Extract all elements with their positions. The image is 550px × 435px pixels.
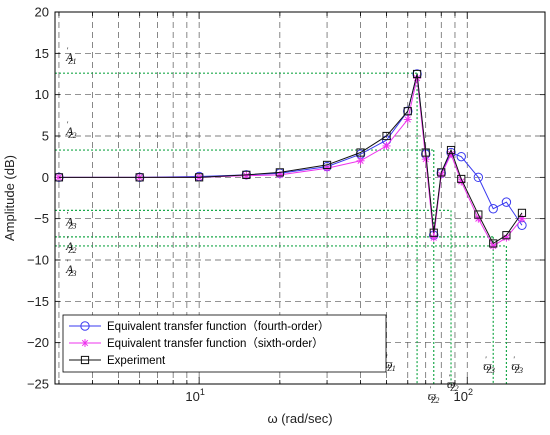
data-point <box>517 208 527 217</box>
y-tick-label: −25 <box>27 377 49 392</box>
series-line <box>58 73 523 245</box>
data-point <box>382 141 391 150</box>
annotation-prime: ' <box>449 373 451 382</box>
y-tick-label: −15 <box>27 294 49 309</box>
legend: Equivalent transfer function（fourth-orde… <box>62 314 387 373</box>
y-tick-label: 20 <box>35 5 49 20</box>
legend-box <box>62 314 387 373</box>
data-point <box>429 233 438 242</box>
annotation-subscript: Z2 <box>68 246 76 255</box>
plot-frame <box>54 11 546 385</box>
data-point <box>195 173 204 182</box>
series-line <box>58 78 523 247</box>
annotations: A'Z1A'Z2A'Z3A'Z2A'Z3ϖ'Z1ϖ'Z2ϖ'Z2ϖ'Z3 ϖ'Z3 <box>65 46 523 405</box>
data-point <box>473 172 484 183</box>
data-point <box>242 170 251 179</box>
data-point <box>382 131 391 141</box>
data-point <box>429 228 438 237</box>
x-annotation: ϖ'Z2 <box>428 385 440 405</box>
annotation-subscript: Z3 <box>68 269 76 278</box>
x-tick-exponent: 1 <box>200 387 205 397</box>
data-point <box>437 168 446 177</box>
annotation-prime: ' <box>66 46 68 55</box>
data-point <box>489 241 498 250</box>
data-point <box>474 210 483 219</box>
y-tick-label: −10 <box>27 253 49 268</box>
data-point <box>502 231 511 240</box>
data-point <box>456 151 466 162</box>
series-3 <box>54 69 527 248</box>
x-annotation: ϖ'Z3 <box>483 355 495 375</box>
x-axis-label: ω (rad/sec) <box>267 411 332 426</box>
annotation-prime: ' <box>386 353 388 362</box>
legend-entry: Equivalent transfer function（sixth-order… <box>69 337 324 350</box>
annotation-subscript: Z2 <box>68 131 76 140</box>
data-point <box>80 321 90 331</box>
data-point <box>135 173 144 182</box>
data-point <box>80 355 90 365</box>
data-point <box>501 197 512 207</box>
annotation-subscript: Z2 <box>450 384 458 393</box>
data-point <box>81 339 89 347</box>
y-annotation: A'Z1 <box>65 46 77 66</box>
legend-label: Equivalent transfer function（sixth-order… <box>107 337 324 350</box>
y-annotation: A'Z2 <box>65 120 77 140</box>
annotation-subscript: Z1 <box>387 364 395 373</box>
y-tick-label: −20 <box>27 335 49 350</box>
x-tick-label: 101 <box>185 387 204 404</box>
data-point <box>322 160 332 170</box>
legend-label: Experiment <box>107 355 166 367</box>
annotation-subscript: Z1 <box>68 57 76 66</box>
legend-entry: Experiment <box>69 355 166 367</box>
annotation-prime: ' <box>66 120 68 129</box>
data-point <box>356 148 365 157</box>
annotation-subscript: Z2 <box>431 396 439 405</box>
annotation-prime: ' <box>513 355 515 364</box>
y-tick-label: 5 <box>42 129 49 144</box>
legend-label: Equivalent transfer function（fourth-orde… <box>107 320 329 333</box>
data-point <box>412 69 422 79</box>
data-point <box>275 168 284 177</box>
annotation-prime: ' <box>66 210 68 219</box>
annotation-prime: ' <box>66 258 68 267</box>
data-point <box>356 156 365 165</box>
data-point <box>54 173 63 182</box>
annotation-subscript: Z3 <box>515 366 523 375</box>
data-point <box>457 174 466 184</box>
annotation-prime: ' <box>429 385 431 394</box>
data-point <box>488 204 498 214</box>
x-annotation: ϖ'Z3 <box>511 355 523 375</box>
x-annotation: ϖ'Z2 <box>447 373 459 393</box>
data-point <box>421 148 430 157</box>
data-point <box>446 145 456 155</box>
data-point <box>474 214 483 223</box>
data-point <box>403 115 412 124</box>
y-annotation: A'Z2 <box>65 235 77 255</box>
y-tick-label: −5 <box>34 211 49 226</box>
annotation-subscript: Z3 <box>68 221 76 230</box>
data-point <box>403 106 413 116</box>
y-tick-label: 10 <box>35 87 49 102</box>
x-annotation: ϖ'Z1 <box>384 353 396 373</box>
x-tick-exponent: 2 <box>468 387 473 397</box>
y-annotation: A'Z3 <box>65 210 77 230</box>
y-tick-label: 0 <box>42 170 49 185</box>
annotation-subscript: Z3 <box>486 366 494 375</box>
y-axis-label: Amplitude (dB) <box>2 155 17 241</box>
series-layer <box>54 69 527 250</box>
annotation-prime: ' <box>485 355 487 364</box>
annotation-prime: ' <box>66 235 68 244</box>
y-annotation: A'Z3 <box>65 258 77 278</box>
data-point <box>403 107 412 116</box>
series-1 <box>54 69 527 240</box>
data-point <box>489 239 498 248</box>
reference-lines <box>55 72 508 384</box>
y-tick-label: 15 <box>35 46 49 61</box>
legend-entry: Equivalent transfer function（fourth-orde… <box>69 320 329 333</box>
